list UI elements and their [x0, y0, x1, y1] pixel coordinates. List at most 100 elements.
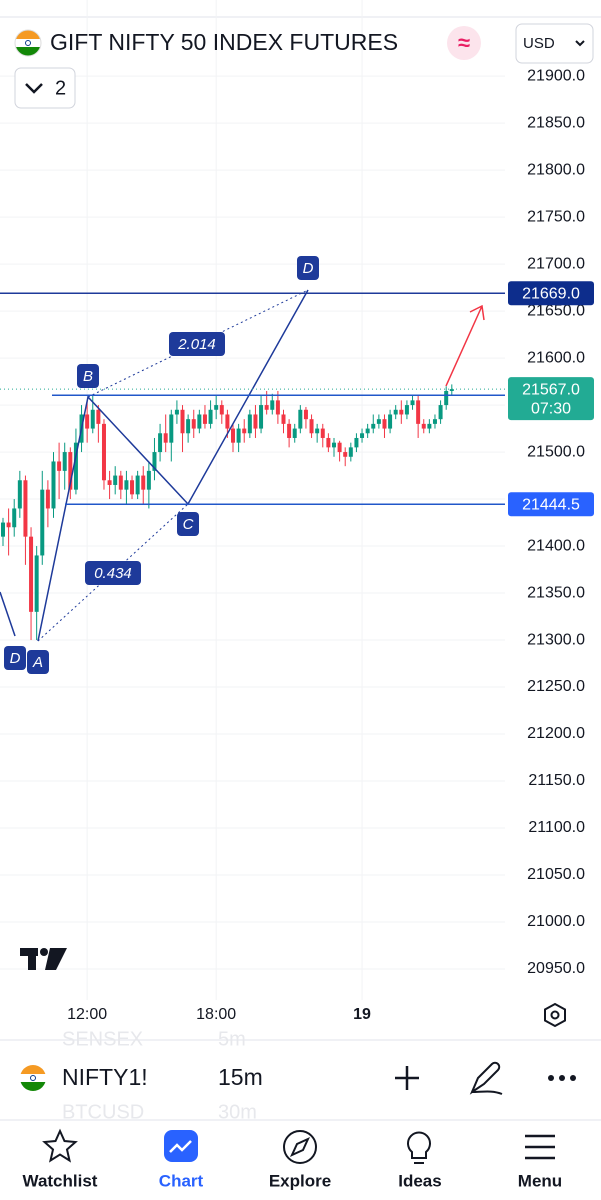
candle-body	[236, 428, 241, 443]
candle-body	[259, 405, 264, 429]
candle-body	[152, 452, 157, 471]
nav-label[interactable]: Watchlist	[23, 1171, 98, 1190]
draw-button[interactable]	[469, 1061, 503, 1095]
y-tick-label: 21300.0	[527, 631, 585, 648]
candle-body	[287, 423, 292, 438]
nav-label[interactable]: Menu	[518, 1171, 562, 1190]
candle-body	[107, 480, 112, 485]
candle-body	[231, 428, 236, 443]
pattern-point-label: A	[32, 654, 43, 671]
candle-body	[331, 442, 336, 448]
candle-body	[388, 414, 393, 429]
y-tick-label: 21150.0	[528, 772, 585, 789]
y-tick-label: 21200.0	[527, 725, 585, 742]
candle-body	[275, 400, 280, 415]
price-tag	[508, 492, 594, 517]
candle-body	[247, 414, 252, 434]
ghost-interval: 5m	[218, 1028, 246, 1050]
pattern-leg	[0, 591, 16, 637]
pane-toggle[interactable]	[14, 67, 76, 109]
pattern-point-box	[4, 646, 26, 670]
nav-label[interactable]: Ideas	[398, 1171, 441, 1190]
candle-body	[343, 452, 348, 457]
ideas-icon[interactable]	[407, 1131, 431, 1164]
pattern-point-label: D	[303, 260, 314, 277]
interval[interactable]: 15m	[218, 1064, 263, 1090]
chart-icon[interactable]	[164, 1130, 198, 1162]
explore-icon[interactable]	[283, 1130, 317, 1164]
y-tick-label: 21900.0	[527, 67, 585, 84]
ratio-box	[169, 332, 225, 356]
pattern-ratio-line	[87, 289, 309, 398]
candle-body	[281, 414, 286, 424]
y-tick-label: 21050.0	[527, 866, 585, 883]
candle-body	[315, 428, 320, 434]
symbol[interactable]: NIFTY1!	[62, 1064, 148, 1090]
price-tag	[508, 281, 594, 306]
candle-body	[337, 442, 342, 453]
ghost-symbol: BTCUSD	[62, 1101, 144, 1123]
flag-icon-small	[20, 1065, 46, 1091]
menu-icon[interactable]	[525, 1134, 555, 1160]
candle-body	[416, 400, 421, 424]
last-price-tag	[508, 377, 594, 421]
candle-body	[1, 522, 5, 537]
candle-body	[51, 461, 56, 509]
add-button[interactable]	[395, 1066, 419, 1090]
candle-body	[17, 480, 22, 509]
y-tick-label: 21100.0	[528, 819, 585, 836]
candle-body	[96, 409, 101, 424]
y-tick-label: 21850.0	[527, 114, 585, 131]
candle-body	[34, 555, 39, 612]
candle-body	[23, 480, 28, 537]
candle-body	[360, 433, 365, 438]
pattern-point-box	[27, 650, 49, 674]
candle-body	[303, 409, 308, 420]
candle-body	[208, 409, 213, 424]
pattern-legs	[37, 289, 309, 642]
watchlist-icon[interactable]	[42, 1128, 78, 1163]
settings-icon[interactable]	[544, 1002, 566, 1028]
candle-body	[449, 389, 454, 391]
candle-body	[202, 414, 207, 424]
candle-body	[141, 475, 146, 490]
candle-body	[214, 405, 219, 410]
candle-body	[264, 405, 269, 410]
pulse-icon[interactable]	[447, 26, 481, 60]
candle-body	[393, 409, 398, 415]
pattern-point-label: B	[83, 368, 93, 385]
ratio-label: 2.014	[177, 336, 216, 353]
candle-body	[130, 480, 135, 495]
countdown-label: 07:30	[531, 400, 571, 417]
y-tick-label: 20950.0	[527, 960, 585, 977]
candle-body	[421, 423, 426, 429]
candle-body	[242, 428, 247, 434]
candle-body	[101, 423, 106, 481]
settings-dot	[550, 1010, 560, 1020]
y-tick-label: 21400.0	[527, 537, 585, 554]
nav-label[interactable]: Explore	[269, 1171, 331, 1190]
candle-body	[432, 419, 437, 424]
candle-body	[298, 409, 303, 429]
candle-body	[197, 414, 202, 429]
candle-body	[124, 480, 129, 490]
more-button[interactable]	[548, 1075, 576, 1081]
candle-body	[382, 419, 387, 429]
chart-area: 20950.0 21000.0 21050.0 21100.0 21150.0 21200…	[0, 0, 594, 1023]
price-tag-label: 21669.0	[522, 285, 580, 302]
y-tick-label: 21750.0	[527, 208, 585, 225]
pattern-point-label: D	[10, 650, 21, 667]
candle-body	[73, 442, 78, 490]
candle-body	[6, 522, 11, 528]
currency-select[interactable]	[515, 23, 594, 64]
candle-body	[146, 470, 151, 490]
nav-label-active[interactable]: Chart	[159, 1171, 204, 1190]
y-tick-label: 21250.0	[527, 678, 585, 695]
y-tick-label: 21650.0	[527, 302, 585, 319]
candle-body	[85, 414, 90, 429]
symbol-title[interactable]: GIFT NIFTY 50 INDEX FUTURES	[50, 29, 398, 55]
candle-body	[225, 414, 230, 429]
pattern-point-box	[297, 256, 319, 280]
